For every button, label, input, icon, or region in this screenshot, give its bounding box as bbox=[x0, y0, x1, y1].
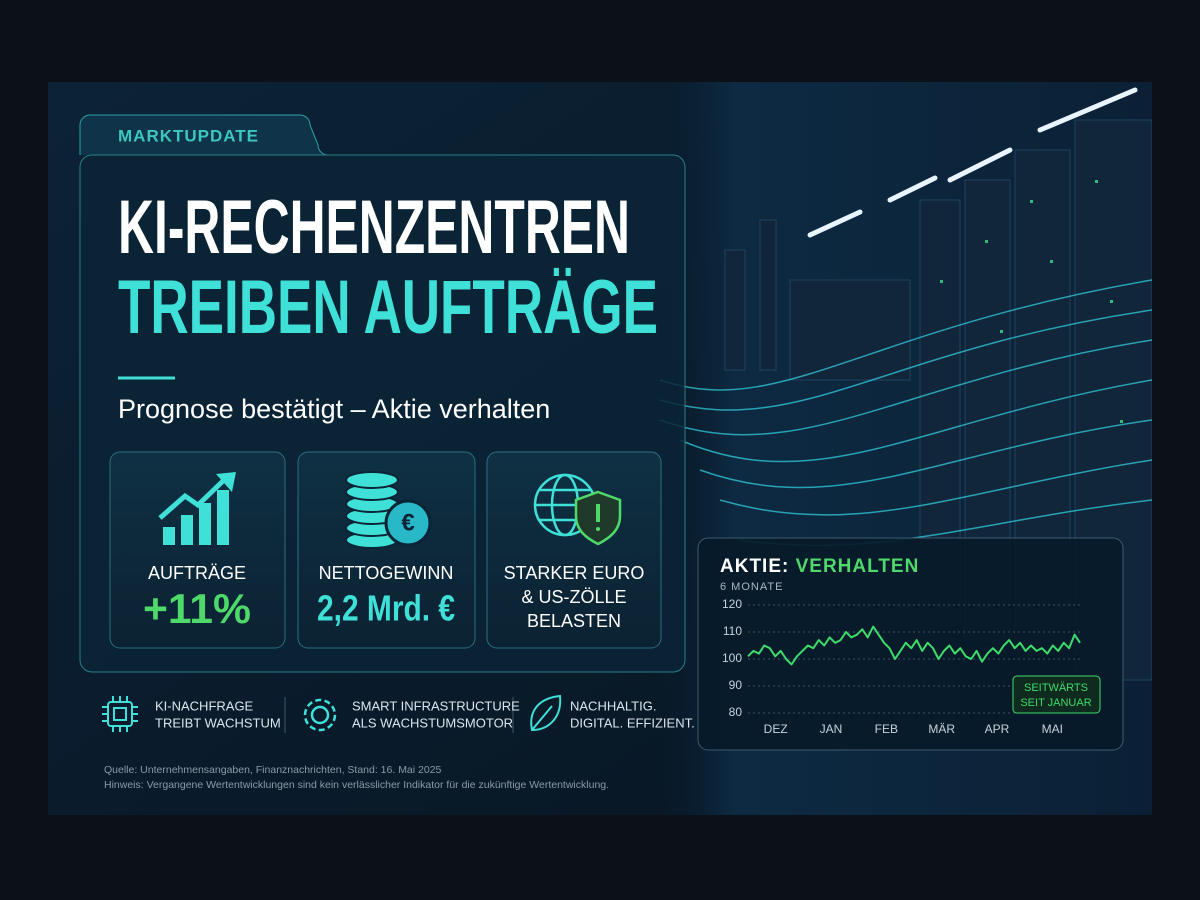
stock-chart: AKTIE: VERHALTEN 6 MONATE 80 90 100 110 120 D… bbox=[697, 537, 1124, 751]
feature-text: KI-NACHFRAGE bbox=[155, 698, 254, 713]
x-tick-label: APR bbox=[985, 722, 1010, 736]
feature-text: DIGITAL. EFFIZIENT. bbox=[570, 715, 695, 730]
x-tick-label: MÄR bbox=[928, 722, 955, 736]
kpi-value: 2,2 Mrd. € bbox=[317, 588, 455, 629]
feature-text: NACHHALTIG. bbox=[570, 698, 656, 713]
annotation: SEITWÄRTS bbox=[1024, 682, 1088, 694]
globe-shield-icon bbox=[533, 473, 622, 546]
chart-title-highlight: VERHALTEN bbox=[796, 556, 920, 577]
kpi-card bbox=[109, 451, 286, 649]
kpi-label: STARKER EURO bbox=[504, 563, 645, 583]
annotation-box bbox=[1012, 675, 1101, 714]
x-tick-label: JAN bbox=[820, 722, 843, 736]
tag-tab bbox=[79, 114, 329, 156]
features: KI-NACHFRAGE TREIBT WACHSTUM SMART INFRA… bbox=[102, 694, 695, 733]
chart-title: AKTIE: VERHALTEN bbox=[720, 556, 919, 577]
kpi-cards: € AUFTRÄGE +11% NETTOGEWINN 2,2 Mrd. € S… bbox=[109, 451, 662, 649]
x-tick-label: FEB bbox=[875, 722, 898, 736]
footnote: Quelle: Unternehmensangaben, Finanznachr… bbox=[104, 764, 442, 776]
y-tick-label: 120 bbox=[722, 597, 742, 611]
kpi-label: & US-ZÖLLE bbox=[521, 587, 626, 607]
chart-subtitle: 6 MONATE bbox=[720, 581, 783, 593]
headline-2: TREIBEN AUFTRÄGE bbox=[118, 265, 658, 350]
feature-text: SMART INFRASTRUCTURE bbox=[352, 698, 520, 713]
kpi-label: NETTOGEWINN bbox=[319, 563, 454, 583]
subtitle: Prognose bestätigt – Aktie verhalten bbox=[118, 394, 550, 424]
feature-text: ALS WACHSTUMSMOTOR bbox=[352, 715, 513, 730]
footnote: Hinweis: Vergangene Wertentwicklungen si… bbox=[104, 779, 609, 791]
coins-icon: € bbox=[345, 471, 432, 549]
annotation: SEIT JANUAR bbox=[1020, 697, 1091, 709]
price-line bbox=[747, 625, 1081, 666]
kpi-value: +11% bbox=[143, 585, 251, 632]
y-tick-label: 90 bbox=[729, 678, 743, 692]
y-tick-label: 110 bbox=[723, 624, 742, 638]
y-tick-label: 80 bbox=[729, 705, 743, 719]
growth-icon bbox=[158, 472, 236, 545]
y-tick-label: 100 bbox=[722, 651, 742, 665]
svg-text:€: € bbox=[401, 509, 414, 536]
kpi-label: BELASTEN bbox=[527, 611, 621, 631]
kpi-card bbox=[297, 451, 476, 649]
x-tick-label: MAI bbox=[1042, 722, 1063, 736]
x-tick-label: DEZ bbox=[764, 722, 788, 736]
chart-title: AKTIE: bbox=[720, 556, 789, 577]
kpi-label: AUFTRÄGE bbox=[148, 563, 246, 583]
feature-text: TREIBT WACHSTUM bbox=[155, 715, 281, 730]
tag: MARKTUPDATE bbox=[118, 126, 259, 145]
headline-1: KI-RECHENZENTREN bbox=[118, 185, 630, 270]
